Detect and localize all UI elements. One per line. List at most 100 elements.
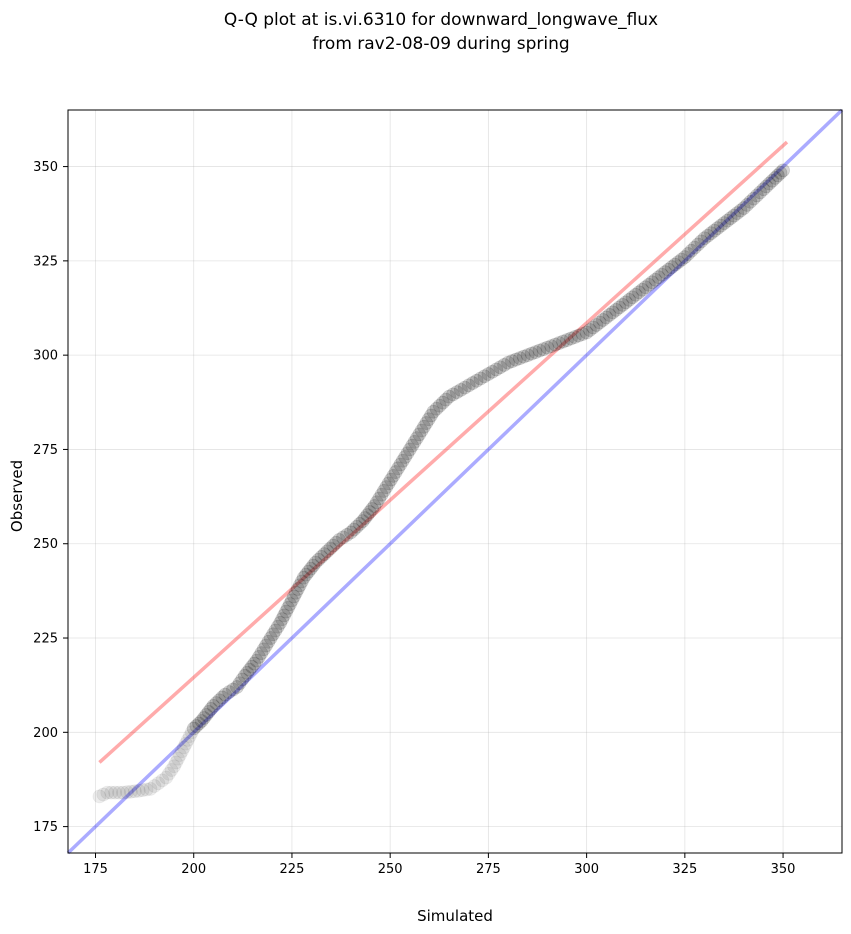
qq-point — [167, 759, 181, 774]
x-tick-label: 175 — [83, 862, 108, 877]
x-axis-label: Simulated — [417, 907, 493, 925]
qq-point — [446, 387, 460, 402]
qq-point — [352, 517, 367, 531]
qq-point — [358, 511, 372, 525]
y-tick-label: 225 — [33, 632, 58, 647]
qq-point — [92, 789, 107, 804]
qq-point — [602, 308, 617, 322]
qq-point — [773, 165, 788, 180]
qq-point — [645, 275, 660, 290]
qq-point — [365, 502, 379, 516]
qq-point — [605, 305, 620, 320]
qq-point — [256, 642, 271, 657]
qq-point — [275, 612, 290, 627]
qq-point — [713, 218, 728, 233]
qq-point — [320, 544, 335, 559]
qq-point — [625, 290, 640, 305]
qq-point — [668, 257, 682, 272]
qq-point — [442, 389, 457, 404]
qq-point — [540, 340, 555, 355]
qq-point — [641, 277, 656, 292]
qq-point — [294, 574, 309, 589]
qq-point — [204, 702, 218, 716]
qq-point — [281, 600, 295, 615]
qq-point — [520, 348, 535, 363]
qq-point — [567, 330, 582, 344]
qq-point — [212, 693, 227, 708]
qq-point — [609, 302, 623, 317]
qq-point — [395, 453, 410, 468]
qq-point — [684, 243, 699, 258]
qq-point — [759, 179, 774, 194]
qq-point — [108, 785, 123, 800]
qq-point — [329, 535, 344, 550]
x-tick-label: 250 — [378, 862, 403, 877]
qq-point — [340, 528, 354, 542]
qq-point — [674, 252, 689, 267]
qq-point — [237, 668, 252, 683]
qq-point — [164, 763, 179, 777]
qq-point — [372, 491, 387, 506]
qq-point — [485, 364, 500, 379]
qq-point — [230, 680, 244, 694]
qq-point — [306, 558, 321, 573]
qq-point — [96, 787, 111, 802]
qq-point — [733, 203, 748, 218]
x-ticks: 175 200 225 250 275 300 325 350 — [83, 853, 795, 877]
qq-point — [199, 708, 214, 722]
qq-point — [687, 240, 702, 255]
qq-point — [147, 779, 162, 793]
qq-point — [720, 213, 735, 228]
fit-line — [98, 140, 789, 764]
qq-point — [261, 634, 276, 649]
qq-point — [596, 313, 610, 327]
y-tick-label: 250 — [33, 537, 58, 552]
qq-point — [169, 755, 183, 770]
qq-point — [465, 376, 480, 390]
qq-point — [287, 589, 301, 604]
qq-point — [560, 333, 574, 347]
qq-point — [536, 342, 551, 357]
qq-point — [288, 585, 303, 600]
qq-point — [694, 234, 709, 249]
qq-point — [398, 450, 413, 464]
qq-point — [717, 216, 732, 231]
y-axis-label: Observed — [8, 460, 26, 532]
qq-point — [240, 665, 255, 680]
qq-point — [723, 211, 738, 226]
qq-point — [586, 320, 601, 335]
qq-point — [432, 398, 447, 413]
qq-point — [263, 631, 278, 645]
qq-point — [736, 201, 751, 215]
qq-point — [681, 247, 696, 261]
qq-point — [435, 395, 450, 410]
qq-point — [749, 188, 764, 203]
qq-point — [691, 237, 705, 252]
qq-point — [296, 570, 311, 585]
qq-point — [151, 776, 166, 791]
qq-point — [707, 223, 722, 238]
qq-point — [658, 265, 673, 280]
qq-point — [266, 627, 280, 642]
qq-point — [218, 687, 233, 702]
qq-point — [317, 547, 332, 562]
qq-point — [402, 442, 417, 457]
qq-point — [746, 191, 761, 206]
qq-point — [131, 783, 146, 798]
chart-title-line1: Q-Q plot at is.vi.6310 for downward_long… — [224, 10, 658, 30]
qq-point — [182, 729, 197, 743]
qq-point — [528, 345, 543, 360]
y-ticks: 175 200 225 250 275 300 325 350 — [33, 160, 68, 835]
qq-point — [332, 533, 346, 547]
qq-point — [564, 331, 578, 346]
qq-point — [120, 785, 134, 800]
qq-point — [178, 736, 193, 751]
qq-point — [632, 285, 646, 300]
qq-point — [592, 315, 607, 330]
qq-point — [326, 538, 341, 553]
qq-point — [532, 343, 547, 358]
qq-point — [343, 525, 358, 540]
qq-point — [409, 431, 424, 446]
identity-line — [66, 108, 844, 855]
